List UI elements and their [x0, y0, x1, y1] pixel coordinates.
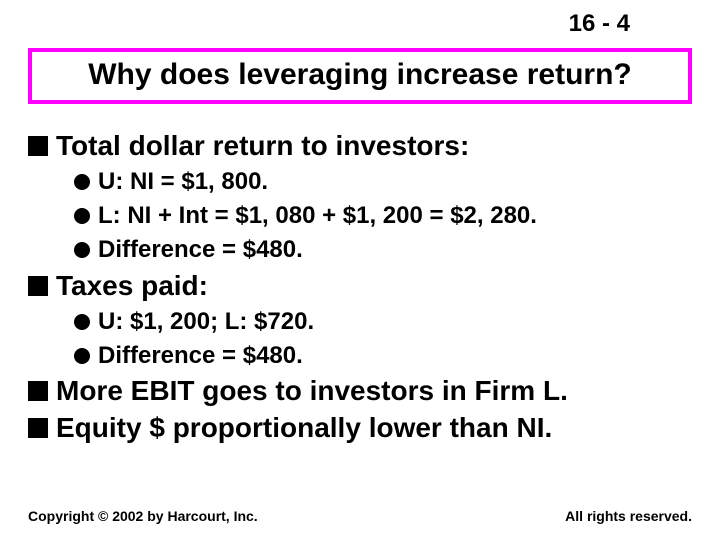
dot-bullet-icon [74, 174, 90, 190]
bullet-level1: Taxes paid: [28, 268, 692, 303]
copyright-text: Copyright © 2002 by Harcourt, Inc. [28, 508, 258, 524]
content-area: Total dollar return to investors: U: NI … [28, 128, 692, 445]
dot-bullet-icon [74, 208, 90, 224]
bullet-text: U: $1, 200; L: $720. [98, 306, 314, 337]
bullet-level1: Equity $ proportionally lower than NI. [28, 410, 692, 445]
dot-bullet-icon [74, 242, 90, 258]
dot-bullet-icon [74, 314, 90, 330]
square-bullet-icon [28, 276, 48, 296]
bullet-text: L: NI + Int = $1, 080 + $1, 200 = $2, 28… [98, 200, 537, 231]
bullet-text: Taxes paid: [56, 268, 208, 303]
bullet-text: More EBIT goes to investors in Firm L. [56, 373, 568, 408]
bullet-text: Difference = $480. [98, 340, 303, 371]
slide-title: Why does leveraging increase return? [88, 58, 632, 91]
square-bullet-icon [28, 136, 48, 156]
bullet-level1: More EBIT goes to investors in Firm L. [28, 373, 692, 408]
footer: Copyright © 2002 by Harcourt, Inc. All r… [28, 508, 692, 524]
square-bullet-icon [28, 381, 48, 401]
bullet-level2: U: $1, 200; L: $720. [74, 306, 692, 337]
bullet-level2: U: NI = $1, 800. [74, 166, 692, 197]
bullet-level2: Difference = $480. [74, 340, 692, 371]
rights-text: All rights reserved. [565, 508, 692, 524]
bullet-level2: Difference = $480. [74, 234, 692, 265]
page-number: 16 - 4 [569, 10, 630, 38]
square-bullet-icon [28, 418, 48, 438]
bullet-text: Total dollar return to investors: [56, 128, 469, 163]
bullet-text: U: NI = $1, 800. [98, 166, 268, 197]
bullet-level1: Total dollar return to investors: [28, 128, 692, 163]
slide: 16 - 4 Why does leveraging increase retu… [0, 0, 720, 540]
bullet-text: Difference = $480. [98, 234, 303, 265]
bullet-text: Equity $ proportionally lower than NI. [56, 410, 552, 445]
dot-bullet-icon [74, 348, 90, 364]
bullet-level2: L: NI + Int = $1, 080 + $1, 200 = $2, 28… [74, 200, 692, 231]
title-box: Why does leveraging increase return? [28, 48, 692, 104]
